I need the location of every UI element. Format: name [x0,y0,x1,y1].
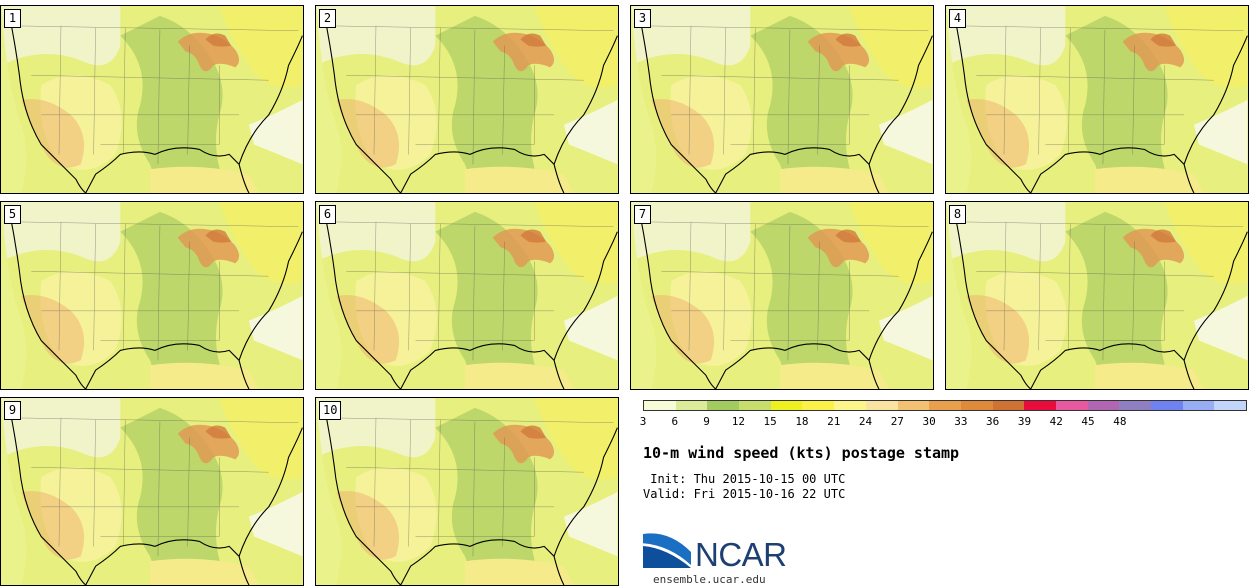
ncar-logo[interactable]: NCAR [643,530,793,576]
colorbar-ticks: 3 6 9 12 15 18 21 24 27 30 33 36 39 42 45 48 [639,415,1247,429]
wind-speed-map [631,6,933,193]
colorbar-tick-label: 12 [731,415,745,428]
panel-label: 9 [4,401,21,420]
panel-label: 5 [4,205,21,224]
colorbar-segment [960,401,993,410]
panel-label: 1 [4,9,21,28]
wind-speed-map [946,202,1248,389]
colorbar-segment [1182,401,1215,410]
colorbar-tick-label: 24 [858,415,873,428]
colorbar-tick-label: 33 [954,415,968,428]
colorbar-tick-label: 45 [1081,415,1095,428]
colorbar-tick-label: 15 [763,415,777,428]
panel-label: 7 [634,205,651,224]
colorbar-segment [707,401,740,410]
colorbar-segment [802,401,835,410]
wind-speed-map [316,202,618,389]
wind-speed-map [1,202,303,389]
colorbar-tick-label: 6 [671,415,679,428]
panel-label: 10 [319,401,342,420]
colorbar-tick-label: 36 [986,415,1000,428]
colorbar-segment [992,401,1025,410]
chart-title: 10-m wind speed (kts) postage stamp [643,444,960,462]
colorbar-segment [1151,401,1183,410]
wind-speed-map [1,398,303,585]
logo-text: NCAR [695,536,787,573]
wind-speed-map [316,6,618,193]
wind-speed-map [946,6,1248,193]
colorbar-segment [1087,401,1120,410]
forecast-panel[interactable]: 3 [630,5,934,194]
colorbar-segment [1214,401,1247,410]
colorbar-segment [834,401,866,410]
panel-label: 4 [949,9,966,28]
colorbar-segment [739,401,771,410]
ncar-swoosh-icon [643,533,692,568]
colorbar-segment [929,401,961,410]
forecast-panel[interactable]: 7 [630,201,934,390]
panel-label: 6 [319,205,336,224]
wind-speed-map [1,6,303,193]
colorbar-tick-label: 3 [639,415,647,428]
forecast-panel[interactable]: 8 [945,201,1249,390]
forecast-panel[interactable]: 10 [315,397,619,586]
panel-label: 3 [634,9,651,28]
forecast-panel[interactable]: 9 [0,397,304,586]
colorbar-tick-label: 27 [890,415,904,428]
colorbar-segment [770,401,803,410]
colorbar-tick-label: 18 [795,415,809,428]
colorbar-tick-label: 9 [703,415,710,428]
panel-label: 8 [949,205,966,224]
colorbar-tick-label: 42 [1049,415,1063,428]
wind-speed-map [631,202,933,389]
panel-label: 2 [319,9,336,28]
forecast-panel[interactable]: 5 [0,201,304,390]
colorbar-tick-label: 48 [1113,415,1127,428]
colorbar-tick-label: 30 [922,415,936,428]
colorbar-segment [675,401,708,410]
colorbar-segment [1055,401,1088,410]
wind-speed-map [316,398,618,585]
forecast-panel[interactable]: 1 [0,5,304,194]
colorbar-tick-label: 39 [1017,415,1032,428]
colorbar [643,400,1247,411]
colorbar-segment [1024,401,1056,410]
colorbar-segment [644,401,676,410]
colorbar-tick-label: 21 [827,415,841,428]
forecast-panel[interactable]: 2 [315,5,619,194]
colorbar-segment [1119,401,1151,410]
valid-time: Valid: Fri 2015-10-16 22 UTC [643,487,846,501]
init-time: Init: Thu 2015-10-15 00 UTC [643,472,846,486]
forecast-panel[interactable]: 6 [315,201,619,390]
site-url[interactable]: ensemble.ucar.edu [653,573,766,586]
colorbar-segment [865,401,898,410]
forecast-panel[interactable]: 4 [945,5,1249,194]
colorbar-segment [897,401,930,410]
